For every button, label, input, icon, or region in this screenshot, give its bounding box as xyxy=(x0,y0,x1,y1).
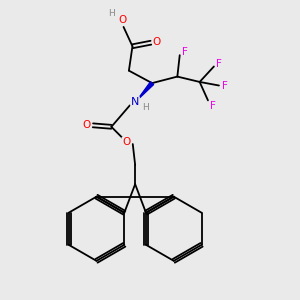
Polygon shape xyxy=(137,82,154,100)
Text: F: F xyxy=(222,80,228,91)
Text: F: F xyxy=(210,101,216,111)
Text: N: N xyxy=(131,97,139,107)
Text: O: O xyxy=(118,14,126,25)
Text: F: F xyxy=(216,58,222,68)
Text: H: H xyxy=(142,103,148,112)
Text: O: O xyxy=(153,37,161,47)
Text: H: H xyxy=(108,9,114,18)
Text: F: F xyxy=(182,46,188,57)
Text: O: O xyxy=(122,137,130,147)
Text: O: O xyxy=(82,120,91,130)
